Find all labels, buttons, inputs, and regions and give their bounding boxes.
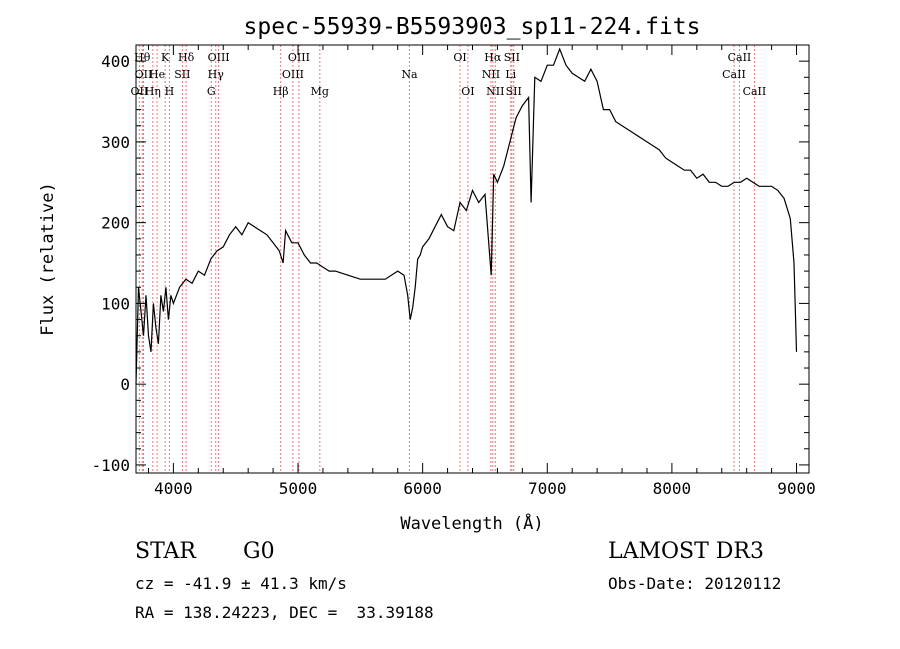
line-label-15: Mg [311, 85, 329, 98]
line-label-11: OIII [208, 51, 230, 64]
y-tick-label-2: 100 [101, 294, 130, 313]
line-label-16: Na [401, 68, 418, 81]
x-tick-label-5: 9000 [777, 479, 816, 498]
coordinates: RA = 138.24223, DEC = 33.39188 [135, 603, 434, 622]
x-axis-ticks: 4000 5000 6000 7000 8000 9000 [147, 45, 816, 498]
line-label-3: Hη [145, 85, 161, 98]
line-label-5: K [161, 51, 170, 64]
x-axis-label: Wavelength (Å) [400, 512, 543, 534]
survey-name: LAMOST DR3 [608, 539, 764, 564]
object-class: STAR [135, 539, 196, 564]
spectral-line-labels: OIIHθOIIHηHeKHSIIHδGHγOIIIHβOIIIOIIIMgNa… [131, 51, 767, 98]
line-label-13: OIII [282, 68, 304, 81]
line-label-20: Hα [484, 51, 502, 64]
line-label-9: G [207, 85, 216, 98]
x-tick-label-3: 7000 [528, 479, 567, 498]
chart-title: spec-55939-B5593903_sp11-224.fits [244, 14, 701, 40]
line-label-22: Li [505, 68, 516, 81]
flux-series-line [135, 47, 798, 385]
y-tick-label-1: 0 [120, 375, 130, 394]
line-label-7: SII [174, 68, 190, 81]
line-label-26: CaII [728, 51, 752, 64]
object-subclass: G0 [243, 539, 275, 564]
line-label-27: CaII [743, 85, 767, 98]
line-label-8: Hδ [178, 51, 195, 64]
x-tick-label-4: 8000 [653, 479, 692, 498]
y-axis-ticks: -100 0 100 200 300 400 [91, 44, 809, 475]
line-label-23: SII [504, 51, 520, 64]
line-label-12: Hβ [273, 85, 289, 98]
line-label-0: OII [131, 85, 149, 98]
line-label-6: H [165, 85, 175, 98]
y-axis-label: Flux (relative) [38, 182, 58, 336]
y-tick-label-0: -100 [91, 456, 130, 475]
line-label-1: Hθ [134, 51, 151, 64]
y-tick-label-4: 300 [101, 133, 130, 152]
redshift-velocity: cz = -41.9 ± 41.3 km/s [135, 574, 347, 593]
x-tick-label-1: 5000 [279, 479, 318, 498]
line-label-17: OI [453, 51, 466, 64]
line-label-24: SII [506, 85, 522, 98]
line-label-4: He [149, 68, 165, 81]
observation-date: Obs-Date: 20120112 [608, 574, 782, 593]
line-label-19: NII [482, 68, 500, 81]
y-tick-label-5: 400 [101, 52, 130, 71]
line-label-10: Hγ [208, 68, 225, 81]
line-label-25: CaII [722, 68, 746, 81]
line-label-21: NII [486, 85, 504, 98]
spectral-line-markers [138, 45, 755, 473]
x-tick-label-0: 4000 [154, 479, 193, 498]
plot-frame [135, 44, 810, 474]
y-tick-label-3: 200 [101, 214, 130, 233]
x-tick-label-2: 6000 [403, 479, 442, 498]
line-label-18: OI [461, 85, 474, 98]
line-label-14: OIII [288, 51, 310, 64]
